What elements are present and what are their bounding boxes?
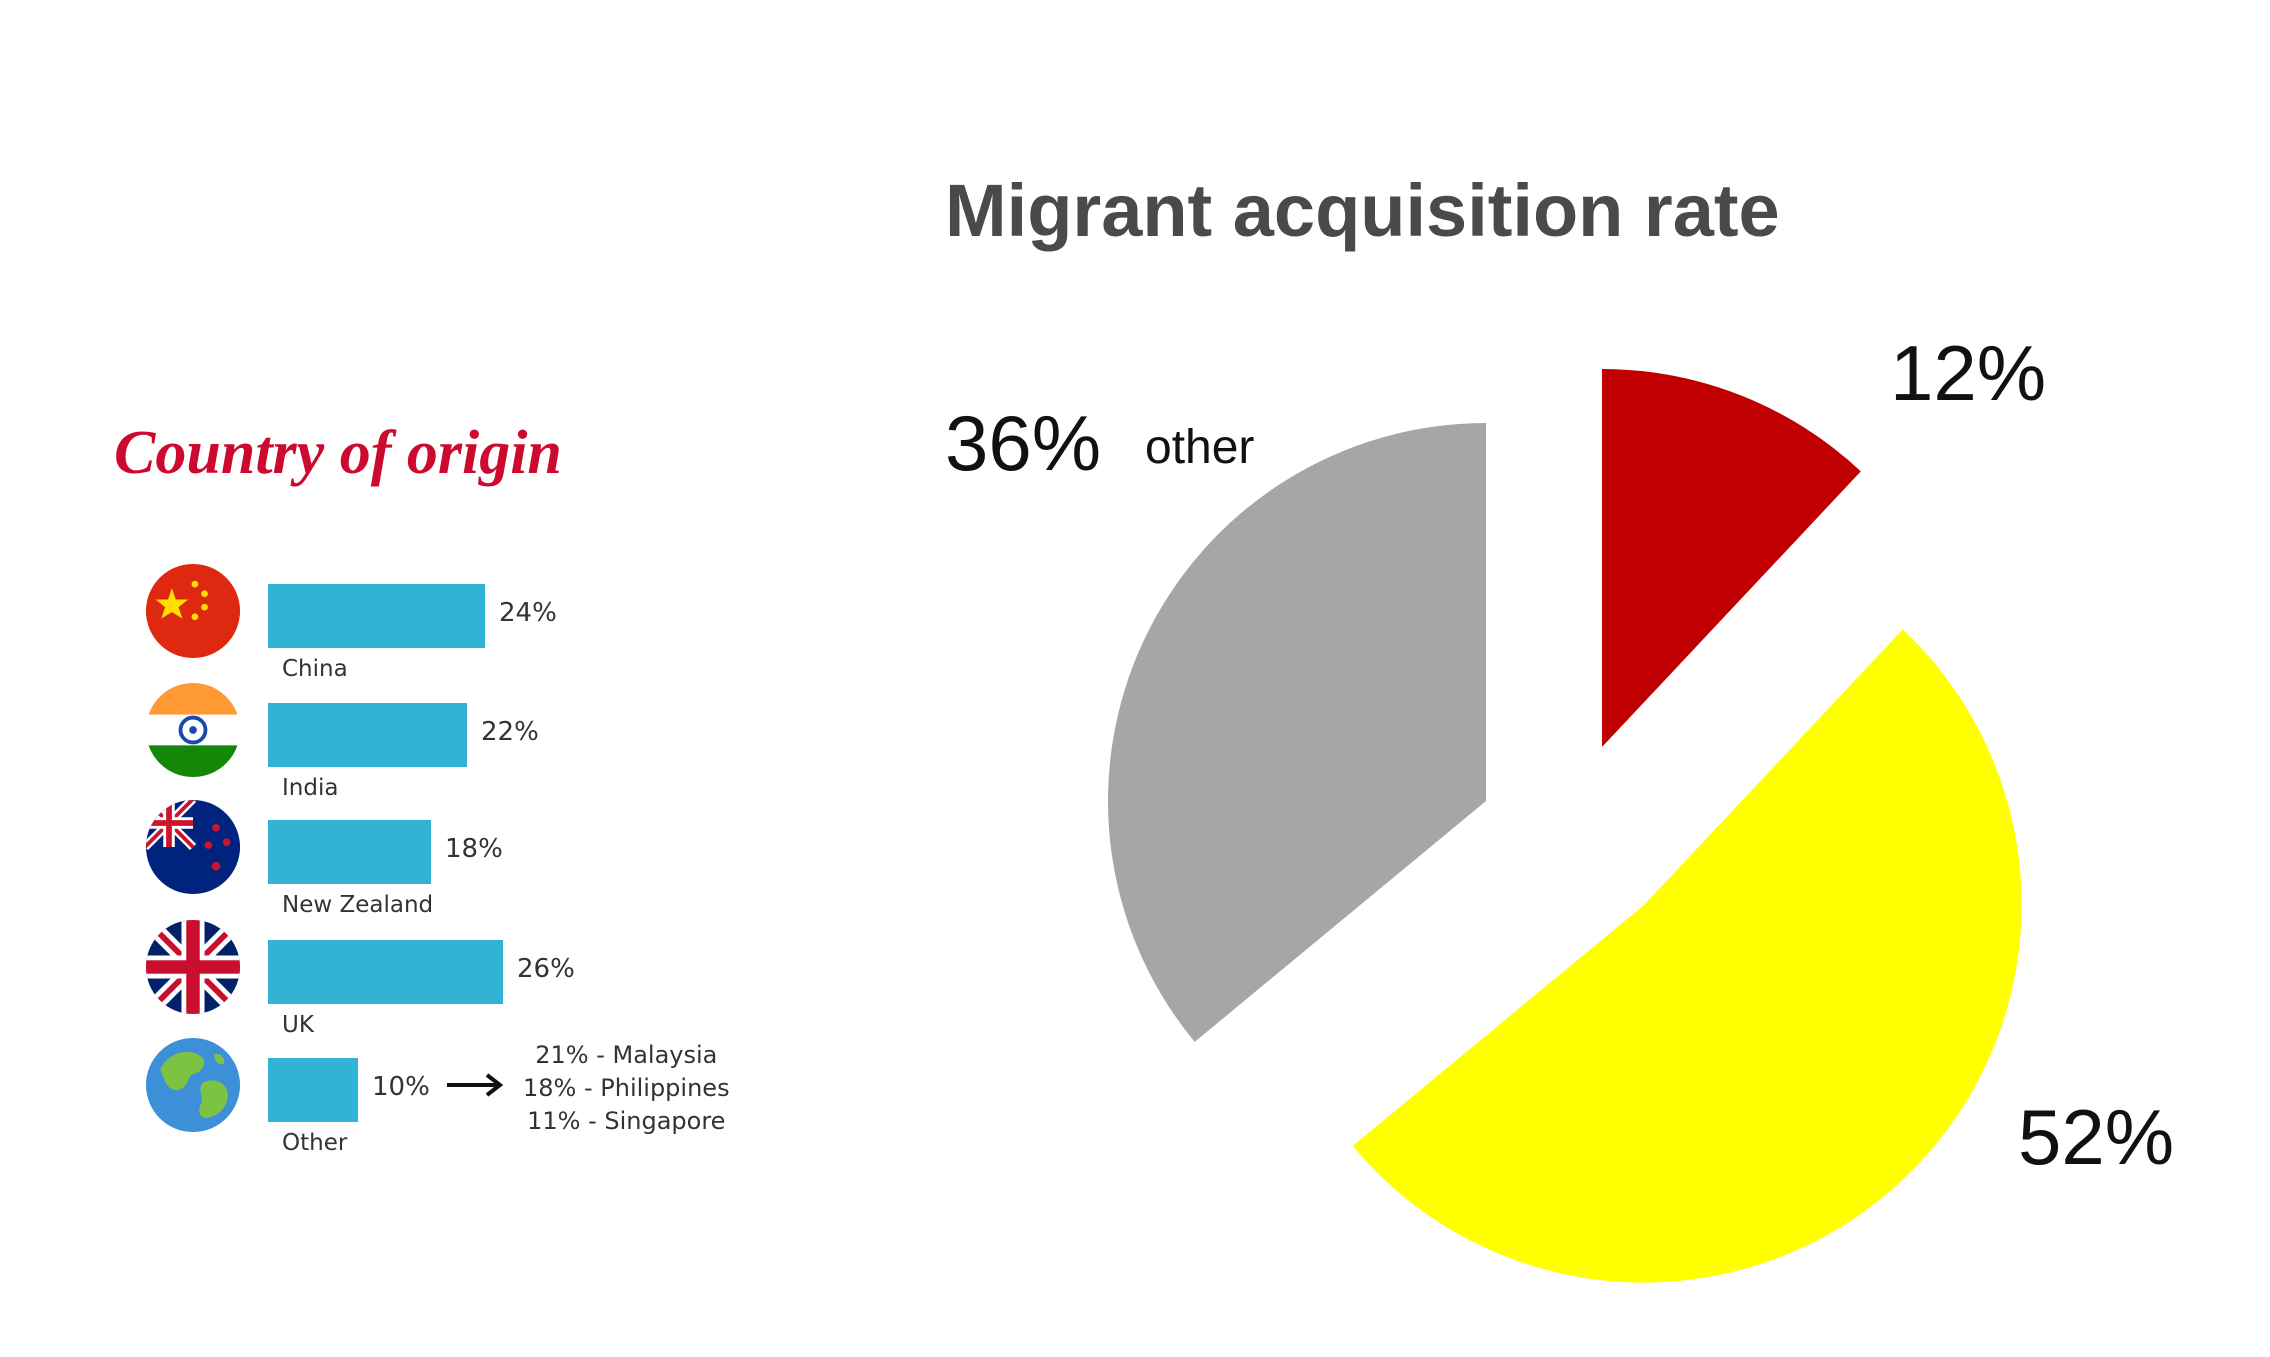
label-uk: UK (282, 1012, 314, 1038)
label-india: India (282, 775, 339, 801)
pie-slice-36-other (1107, 423, 1486, 1042)
pct-other: 10% (372, 1072, 430, 1102)
label-other: Other (282, 1130, 348, 1156)
bar-new-zealand (268, 820, 431, 884)
migrant-acquisition-title: Migrant acquisition rate (945, 169, 1780, 252)
china-flag-icon (145, 563, 241, 659)
india-flag-icon (145, 682, 241, 778)
country-row-uk: 26% UK (140, 916, 780, 1038)
pct-china: 24% (499, 598, 557, 628)
label-new-zealand: New Zealand (282, 892, 434, 918)
bar-china (268, 584, 485, 648)
country-row-other: 10% Other 21% - Malaysia 18% - Philippin… (140, 1034, 780, 1156)
pie-label-12: 12% (1890, 329, 2047, 417)
globe-icon (145, 1037, 241, 1133)
new-zealand-flag-icon (145, 799, 241, 895)
pie-label-36: 36% (945, 399, 1102, 487)
arrow-right-icon (447, 1073, 504, 1097)
country-row-new-zealand: 18% New Zealand (140, 796, 780, 918)
other-breakdown-item: 11% - Singapore (527, 1107, 726, 1135)
bar-uk (268, 940, 503, 1004)
country-row-china: 24% China (140, 560, 780, 682)
pie-slice-52 (1352, 629, 2022, 1283)
bar-india (268, 703, 467, 767)
uk-flag-icon (145, 919, 241, 1015)
other-breakdown-list: 21% - Malaysia 18% - Philippines 11% - S… (523, 1039, 730, 1138)
country-bar-chart: 24% China 22% India (140, 560, 780, 1180)
pie-slice-12 (1602, 369, 1861, 747)
pct-uk: 26% (517, 954, 575, 984)
pct-india: 22% (481, 717, 539, 747)
pie-label-52: 52% (2018, 1093, 2175, 1181)
country-of-origin-title: Country of origin (114, 419, 562, 487)
other-breakdown-item: 21% - Malaysia (535, 1041, 718, 1069)
country-row-india: 22% India (140, 679, 780, 801)
pie-label-other: other (1145, 421, 1255, 474)
pct-new-zealand: 18% (445, 834, 503, 864)
label-china: China (282, 656, 348, 682)
other-breakdown-item: 18% - Philippines (523, 1074, 730, 1102)
bar-other (268, 1058, 358, 1122)
